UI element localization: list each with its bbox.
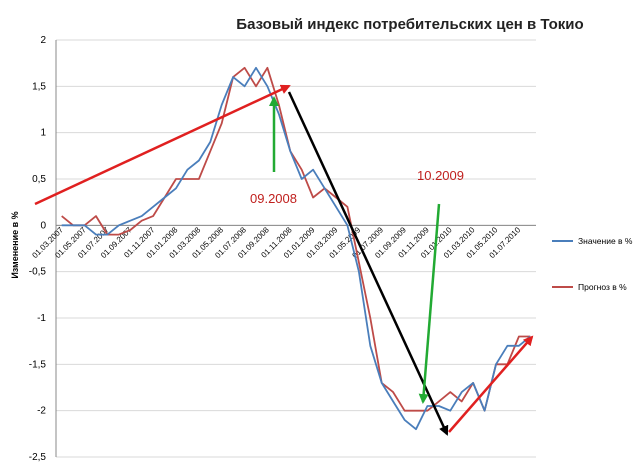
legend-label-actual: Значение в % <box>578 236 633 246</box>
annotation-09-2008: 09.2008 <box>250 191 297 206</box>
annotation-10-2009: 10.2009 <box>417 168 464 183</box>
y-tick-label: 2 <box>40 35 46 46</box>
series-line-forecast <box>61 66 531 412</box>
y-axis-ticks: 2 1,5 1 0,5 0 -0,5 -1 -1,5 -2 -2,5 <box>29 35 47 463</box>
y-tick-label: 1,5 <box>32 81 46 92</box>
legend-label-forecast: Прогноз в % <box>578 282 627 292</box>
y-axis-label: Изменение в % <box>10 211 20 278</box>
y-tick-label: 0,5 <box>32 174 46 185</box>
y-tick-label: -1 <box>37 313 46 324</box>
y-tick-label: -2 <box>37 406 46 417</box>
y-tick-label: -1,5 <box>29 359 47 370</box>
arrow-decline <box>287 91 449 436</box>
series-line-actual <box>61 66 531 431</box>
arrow-rising-trend <box>34 84 291 206</box>
arrow-bottom-marker <box>418 203 441 404</box>
series-lines <box>61 66 531 431</box>
trend-arrows <box>34 84 534 436</box>
y-tick-label: 1 <box>40 128 46 139</box>
legend: Значение в % Прогноз в % <box>552 236 633 292</box>
y-tick-label: 0 <box>40 220 46 231</box>
y-tick-label: -0,5 <box>29 267 47 278</box>
y-tick-label: -2,5 <box>29 452 47 463</box>
arrow-recovery <box>448 335 534 433</box>
chart-title: Базовый индекс потребительских цен в Ток… <box>236 16 583 33</box>
